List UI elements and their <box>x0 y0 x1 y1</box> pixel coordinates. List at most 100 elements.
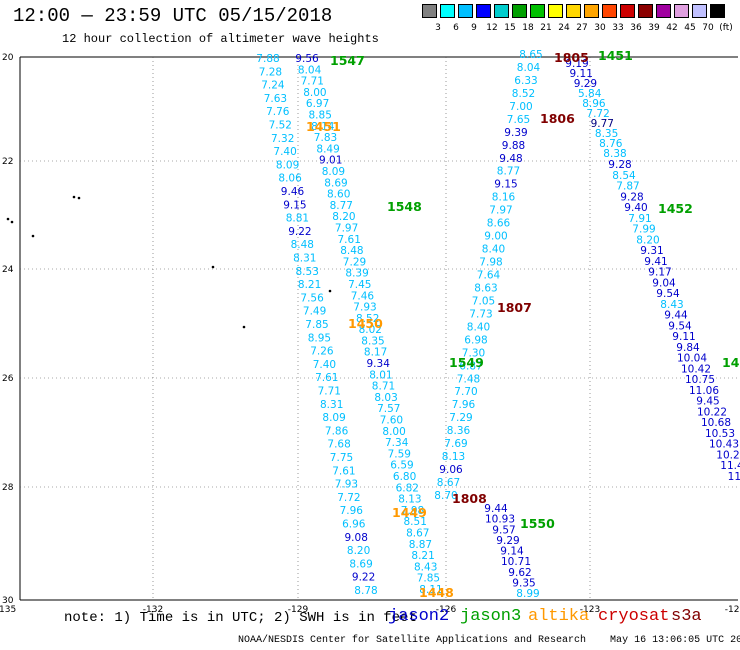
wave-height-value: 9.29 <box>496 535 519 547</box>
legend-swatch <box>440 4 455 18</box>
wave-height-value: 7.98 <box>401 505 424 517</box>
wave-height-value: 8.95 <box>308 332 331 344</box>
wave-height-value: 7.96 <box>340 505 364 517</box>
legend-swatch <box>566 4 581 18</box>
wave-height-value: 7.49 <box>303 306 326 318</box>
wave-height-value: 10.2 <box>716 450 739 462</box>
wave-height-value: 9.22 <box>352 572 375 584</box>
wave-height-value: 8.43 <box>414 561 437 573</box>
wave-height-value: 7.61 <box>315 372 338 384</box>
wave-height-value: 8.40 <box>482 244 505 256</box>
wave-height-value: 7.87 <box>616 181 639 193</box>
legend-swatch <box>710 4 725 18</box>
wave-height-value: 7.97 <box>489 205 512 217</box>
wave-height-value: 7.65 <box>507 114 530 126</box>
wave-height-value: 7.28 <box>259 66 282 78</box>
wave-height-value: 7.69 <box>444 438 467 450</box>
wave-height-value: 7.83 <box>314 132 337 144</box>
wave-height-value: 8.77 <box>330 200 353 212</box>
legend-swatch <box>674 4 689 18</box>
pass-time-label: 1452 <box>658 201 693 216</box>
legend-level: 18 <box>522 23 534 33</box>
wave-height-value: 9.15 <box>494 179 517 191</box>
wave-height-value: 7.64 <box>477 270 501 282</box>
wave-height-value: 8.20 <box>347 545 370 557</box>
lat-tick-label: 30 <box>2 596 14 606</box>
wave-height-value: 10.04 <box>677 353 707 365</box>
wave-height-value: 7.46 <box>351 290 375 302</box>
wave-height-value: 7.88 <box>256 53 279 65</box>
wave-height-value: 8.16 <box>492 192 516 204</box>
legend-swatch <box>458 4 473 18</box>
wave-height-value: 7.26 <box>310 346 334 358</box>
wave-height-value: 8.36 <box>447 425 471 437</box>
wave-height-value: 7.91 <box>628 213 651 225</box>
legend-level: 24 <box>558 23 570 33</box>
wave-height-value: 7.71 <box>318 386 341 398</box>
wave-height-value: 8.77 <box>497 166 520 178</box>
wave-height-value: 7.48 <box>457 373 480 385</box>
lon-tick-label: -132 <box>143 605 163 615</box>
wave-height-value: 7.85 <box>305 319 328 331</box>
wave-height-value: 8.85 <box>309 110 332 122</box>
wave-height-value: 8.43 <box>660 299 683 311</box>
island-markers <box>6 195 332 329</box>
satellite-legend-altika: altika <box>528 607 590 626</box>
wave-height-value: 9.54 <box>668 320 692 332</box>
wave-height-value: 8.60 <box>327 189 350 201</box>
wave-height-value: 8.63 <box>474 283 497 295</box>
graticule <box>20 57 738 600</box>
wave-height-value: 8.06 <box>278 173 302 185</box>
island-marker <box>72 195 76 199</box>
wave-height-value: 10.75 <box>685 374 715 386</box>
wave-height-value: 10.42 <box>681 363 711 375</box>
wave-height-value: 8.49 <box>316 143 339 155</box>
wave-height-value: 7.93 <box>335 479 358 491</box>
wave-height-value: 8.21 <box>298 279 321 291</box>
wave-height-value: 8.40 <box>467 321 490 333</box>
wave-height-value: 9.22 <box>288 226 311 238</box>
wave-height-value: 7.32 <box>271 133 294 145</box>
pass-time-label: 1449 <box>392 505 427 520</box>
altimeter-tracks: 7.887.287.247.637.767.527.327.408.098.06… <box>256 49 740 600</box>
legend-level: 15 <box>504 23 516 33</box>
island-marker <box>31 234 35 238</box>
legend-level: 27 <box>576 23 588 33</box>
wave-height-value: 7.57 <box>377 403 400 415</box>
wave-height-value: 8.00 <box>382 426 405 438</box>
wave-height-value: 7.86 <box>325 425 349 437</box>
wave-height-value: 7.29 <box>343 256 366 268</box>
wave-height-value: 9.84 <box>676 342 700 354</box>
wave-height-value: 9.46 <box>281 186 305 198</box>
lat-tick-label: 28 <box>2 483 14 493</box>
wave-height-value: 8.99 <box>516 588 539 600</box>
wave-height-value: 7.71 <box>301 76 324 88</box>
pass-time-label: 1450 <box>348 316 383 331</box>
wave-height-value: 10.71 <box>501 556 531 568</box>
island-marker <box>10 220 14 224</box>
legend-swatch <box>692 4 707 18</box>
map-frame <box>19 56 738 601</box>
satellite-legend-s3a: s3a <box>671 607 702 626</box>
wave-height-value: 7.72 <box>586 108 609 120</box>
wave-height-value: 9.40 <box>624 202 647 214</box>
wave-height-value: 7.24 <box>261 80 285 92</box>
wave-height-value: 8.52 <box>512 88 535 100</box>
wave-height-value: 9.04 <box>652 277 676 289</box>
wave-height-value: 8.69 <box>324 177 347 189</box>
axis-labels: -135 -132 -129 -126 -123 -120 20 22 24 26 28 30 <box>0 53 740 615</box>
wave-height-value: 10.43 <box>709 439 739 451</box>
wave-height-value: 10.53 <box>705 428 735 440</box>
wave-height-value: 8.01 <box>369 369 392 381</box>
satellite-legend-jason2: jason2 <box>388 607 450 626</box>
wave-height-value: 7.52 <box>269 120 292 132</box>
wave-height-value: 9.31 <box>640 245 663 257</box>
track-labels: 1547 1548 1549 1550 1451 1452 14 1805 1806 1807 18… <box>306 48 740 600</box>
wave-height-value: 8.67 <box>437 477 460 489</box>
legend-level: 36 <box>630 23 642 33</box>
wave-height-value: 7.60 <box>380 415 403 427</box>
note-text: note: 1) Time is in UTC; 2) SWH is in fe… <box>64 610 417 626</box>
wave-height-value: 7.72 <box>337 492 360 504</box>
legend-swatch <box>656 4 671 18</box>
